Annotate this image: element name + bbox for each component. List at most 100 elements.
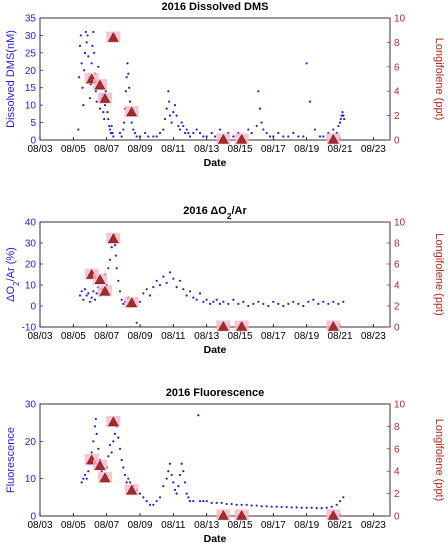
data-point <box>84 30 87 34</box>
data-point <box>135 321 138 324</box>
data-point <box>268 135 272 138</box>
data-point <box>215 298 218 301</box>
data-point <box>272 300 275 303</box>
data-point <box>77 128 80 131</box>
data-point <box>110 451 113 454</box>
data-point <box>302 135 305 138</box>
data-point <box>307 300 310 303</box>
data-point <box>178 279 182 282</box>
data-point <box>112 135 115 138</box>
data-point <box>90 62 93 65</box>
data-point <box>128 481 132 484</box>
data-point <box>103 117 106 121</box>
data-point <box>342 114 345 117</box>
data-point <box>108 124 111 128</box>
data-point <box>148 503 152 506</box>
data-point <box>187 496 190 499</box>
data-point <box>172 111 175 114</box>
x-tick-label: 08/11 <box>161 331 186 342</box>
data-point <box>117 436 120 439</box>
x-tick-label: 08/13 <box>194 331 219 342</box>
y-right-tick-label: 8 <box>394 422 400 433</box>
data-point <box>195 298 198 301</box>
data-point <box>126 62 129 65</box>
triangle-marker <box>99 472 111 483</box>
data-point <box>109 131 112 135</box>
data-point <box>127 477 130 480</box>
x-tick-label: 08/19 <box>294 520 319 531</box>
series-left <box>80 414 345 510</box>
data-point <box>258 107 262 110</box>
data-point <box>198 499 202 503</box>
data-point <box>290 506 293 509</box>
series-longifolene <box>84 415 341 521</box>
data-point <box>313 128 317 131</box>
data-point <box>85 41 88 44</box>
data-point <box>127 72 130 75</box>
data-point <box>267 304 270 308</box>
data-point <box>122 302 125 305</box>
triangle-marker <box>94 79 106 90</box>
data-point <box>110 124 113 128</box>
data-point <box>265 505 268 508</box>
data-point <box>218 302 222 305</box>
data-point <box>107 267 110 270</box>
data-point <box>210 501 213 505</box>
series-longifolene <box>84 232 341 332</box>
data-point <box>270 505 273 508</box>
data-point <box>170 121 173 124</box>
data-point <box>292 300 295 303</box>
data-point <box>123 473 127 477</box>
data-point <box>170 473 173 477</box>
y-left-tick-label: 30 <box>25 31 37 42</box>
x-tick-label: 08/05 <box>61 144 86 155</box>
x-axis-label: Date <box>204 533 227 545</box>
data-point <box>106 111 109 114</box>
data-point <box>152 286 155 289</box>
data-point <box>205 298 208 301</box>
data-point <box>138 300 142 303</box>
data-point <box>202 499 205 503</box>
triangle-marker <box>327 320 339 331</box>
data-point <box>265 131 268 135</box>
data-point <box>97 65 100 68</box>
data-point <box>158 131 162 135</box>
data-point <box>148 294 152 297</box>
data-point <box>342 300 345 303</box>
y-left-tick-label: 5 <box>30 118 36 129</box>
data-point <box>182 470 185 473</box>
x-tick-label: 08/23 <box>361 520 386 531</box>
data-point <box>197 414 200 417</box>
data-point <box>92 440 95 443</box>
data-point <box>145 288 148 291</box>
data-point <box>245 503 248 506</box>
data-point <box>262 302 265 305</box>
x-tick-label: 08/15 <box>227 144 252 155</box>
data-point <box>82 477 85 480</box>
data-point <box>282 304 285 308</box>
data-point <box>125 481 128 484</box>
data-point <box>93 298 97 301</box>
y-left-tick-label: 20 <box>25 437 37 448</box>
data-point <box>120 135 123 138</box>
y-left-tick-label: 0 <box>30 136 36 147</box>
data-point <box>114 254 117 257</box>
triangle-marker <box>126 484 138 495</box>
data-point <box>337 124 340 128</box>
y-right-tick-label: 6 <box>394 62 400 73</box>
data-point <box>322 135 325 138</box>
x-tick-label: 08/23 <box>361 144 386 155</box>
data-point <box>78 294 82 297</box>
data-point <box>173 488 177 491</box>
triangle-marker <box>94 274 106 284</box>
data-point <box>342 496 345 499</box>
y-left-tick-label: 30 <box>25 400 37 411</box>
data-point <box>260 505 263 508</box>
data-point <box>341 111 344 114</box>
data-point <box>91 44 94 47</box>
data-point <box>85 294 88 297</box>
data-point <box>227 302 230 305</box>
data-point <box>90 451 93 454</box>
data-point <box>111 131 114 135</box>
